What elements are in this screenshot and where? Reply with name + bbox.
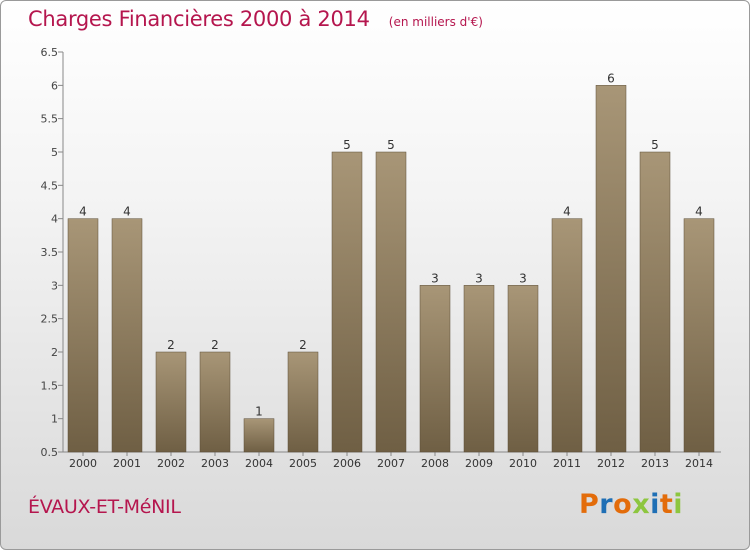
bar[interactable] [639,151,671,453]
bar-data-label: 6 [607,71,615,85]
bar-data-label: 1 [255,405,263,419]
logo-letter: i [673,489,684,520]
x-tick-label: 2012 [597,457,625,470]
bar[interactable] [551,218,583,453]
bar[interactable] [155,351,187,453]
y-tick-label: 2 [51,346,58,359]
y-tick-label: 0.5 [41,446,59,459]
x-tick-label: 2010 [509,457,537,470]
bar-data-label: 5 [343,138,351,152]
y-tick-label: 6 [51,79,58,92]
bar-data-label: 5 [651,138,659,152]
bar[interactable] [375,151,407,453]
x-tick-label: 2004 [245,457,273,470]
proxiti-logo[interactable]: Proxiti [579,489,683,520]
chart-title: Charges Financières 2000 à 2014 [28,7,370,31]
x-tick-label: 2009 [465,457,493,470]
bar-data-label: 4 [563,205,571,219]
logo-letter: i [650,489,660,520]
bar[interactable] [67,218,99,453]
bar-data-label: 2 [167,338,175,352]
y-tick-label: 3.5 [41,246,59,259]
x-tick-label: 2014 [685,457,713,470]
x-tick-label: 2006 [333,457,361,470]
logo-letter: o [613,489,633,520]
bar[interactable] [331,151,363,453]
bar[interactable] [243,418,275,453]
bar-data-label: 2 [299,338,307,352]
bar[interactable] [199,351,231,453]
x-tick-label: 2005 [289,457,317,470]
bar-data-label: 4 [79,205,87,219]
logo-letter: t [659,489,674,520]
y-tick-label: 1.5 [41,379,59,392]
y-tick-label: 6.5 [41,46,59,59]
x-tick-label: 2002 [157,457,185,470]
chart-header: Charges Financières 2000 à 2014 (en mill… [28,7,483,31]
logo-letter: x [632,489,651,520]
y-tick-label: 1 [51,413,58,426]
bar-data-label: 3 [519,271,527,285]
x-axis: 2000 2001 2002 2003 2004 2005 2006 2007 2008 2009… [63,451,721,470]
bar[interactable] [683,218,715,453]
bar-data-label: 4 [695,205,703,219]
bar-data-label: 3 [431,271,439,285]
y-tick-label: 4 [51,213,58,226]
x-tick-label: 2007 [377,457,405,470]
x-tick-label: 2001 [113,457,141,470]
y-tick-label: 2.5 [41,313,59,326]
x-tick-label: 2003 [201,457,229,470]
bar-data-label: 5 [387,138,395,152]
commune-name: ÉVAUX-ET-MéNIL [28,496,181,518]
bar[interactable] [287,351,319,453]
y-axis: 0.5 1 1.5 2 2.5 3 3.5 4 4.5 5 5.5 6 6.5 [41,46,64,459]
logo-letter: P [579,489,600,520]
y-tick-label: 3 [51,279,58,292]
bar[interactable] [595,85,627,453]
bar[interactable] [111,218,143,453]
bar-data-label: 2 [211,338,219,352]
x-tick-label: 2000 [69,457,97,470]
x-tick-label: 2011 [553,457,581,470]
bar-data-label: 4 [123,205,131,219]
bar[interactable] [463,285,495,453]
bar[interactable] [507,285,539,453]
x-tick-label: 2013 [641,457,669,470]
y-tick-label: 4.5 [41,179,59,192]
bar-data-label: 3 [475,271,483,285]
x-tick-label: 2008 [421,457,449,470]
bar-series: 4 4 2 2 1 2 5 5 3 3 3 4 6 5 4 [67,71,715,453]
y-tick-label: 5.5 [41,113,59,126]
chart-subtitle: (en milliers d'€) [388,15,483,29]
logo-letter: r [599,489,614,520]
y-tick-label: 5 [51,146,58,159]
bar[interactable] [419,285,451,453]
